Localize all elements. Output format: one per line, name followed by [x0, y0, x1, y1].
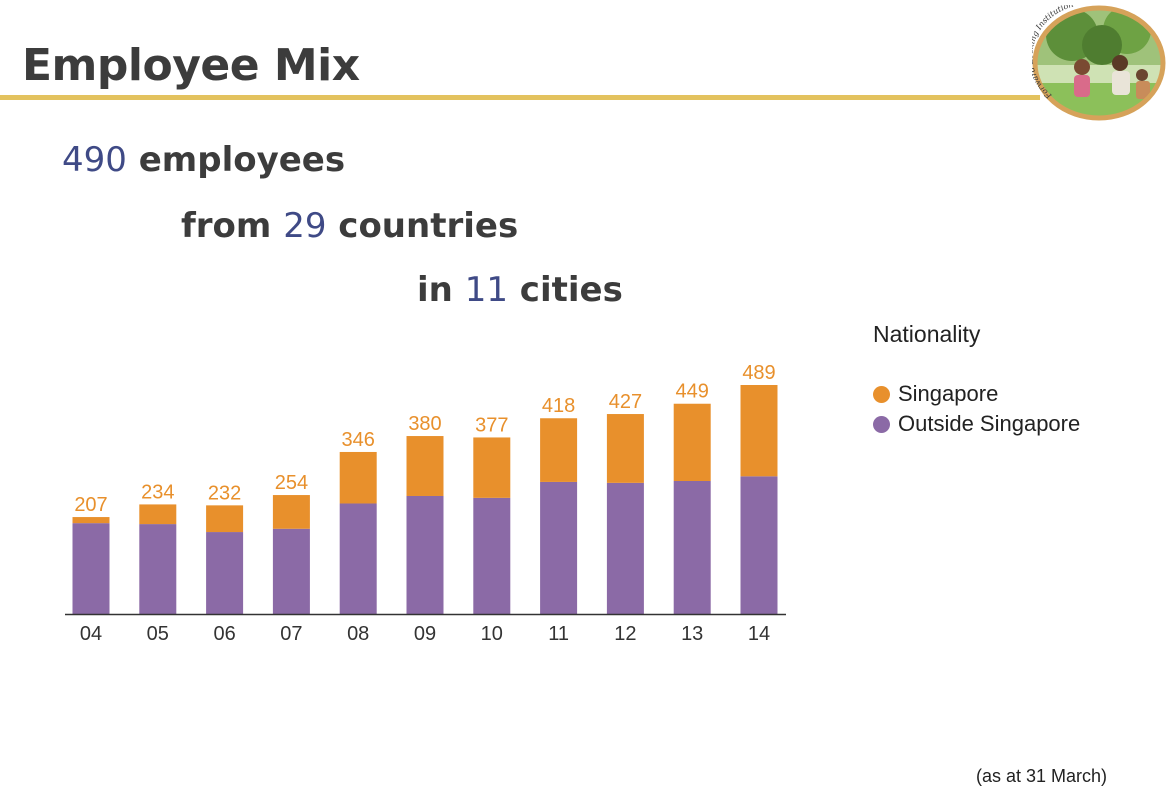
bar-outside-12 [606, 482, 644, 614]
bar-outside-10 [473, 497, 511, 614]
bar-singapore-11 [540, 418, 578, 482]
total-label-06: 232 [208, 482, 241, 504]
x-tick-06: 06 [213, 623, 235, 645]
logo-badge: Forward Looking Institution [1032, 5, 1166, 121]
x-tick-08: 08 [347, 623, 369, 645]
bar-singapore-06 [206, 505, 244, 533]
bar-outside-05 [139, 524, 177, 614]
total-label-04: 207 [74, 494, 107, 516]
headline-cities: in 11 cities [417, 270, 623, 310]
bar-outside-07 [272, 528, 310, 614]
x-tick-11: 11 [548, 623, 569, 645]
footnote: (as at 31 March) [976, 766, 1108, 786]
total-label-14: 489 [742, 362, 775, 384]
legend-label-outside-singapore: Outside Singapore [898, 411, 1081, 436]
x-tick-10: 10 [481, 623, 503, 645]
countries-prefix: from [181, 206, 284, 246]
legend-swatch-outside [873, 415, 890, 433]
total-label-11: 418 [542, 395, 575, 417]
employee-count: 490 [62, 140, 127, 180]
page-title: Employee Mix [22, 40, 360, 91]
legend-item-singapore: Singapore [873, 381, 998, 407]
legend-item-outside-singapore: Outside Singapore [873, 411, 1080, 437]
title-rule [0, 95, 1040, 100]
total-label-13: 449 [676, 381, 709, 403]
bar-singapore-14 [740, 385, 778, 477]
legend-swatch-singapore [873, 385, 890, 403]
country-count: 29 [283, 206, 327, 246]
bar-singapore-10 [473, 437, 511, 498]
x-tick-09: 09 [414, 623, 436, 645]
total-label-07: 254 [275, 472, 308, 494]
legend-title: Nationality [873, 321, 981, 347]
bar-outside-09 [406, 495, 444, 614]
bar-outside-13 [673, 481, 711, 614]
bar-singapore-09 [406, 436, 444, 496]
employee-count-label: employees [126, 140, 346, 180]
bar-singapore-04 [72, 517, 110, 524]
x-tick-12: 12 [614, 623, 636, 645]
bar-singapore-05 [139, 504, 177, 525]
bar-singapore-08 [339, 451, 377, 504]
x-tick-13: 13 [681, 623, 703, 645]
total-label-09: 380 [408, 413, 441, 435]
cities-prefix: in [417, 270, 465, 310]
city-count-label: cities [507, 270, 623, 310]
bar-outside-08 [339, 503, 377, 614]
x-tick-07: 07 [280, 623, 302, 645]
total-label-08: 346 [342, 429, 375, 451]
city-count: 11 [464, 270, 508, 310]
bar-outside-04 [72, 523, 110, 614]
total-label-05: 234 [141, 481, 174, 503]
total-label-12: 427 [609, 391, 642, 413]
legend-label-singapore: Singapore [898, 381, 999, 406]
bar-outside-14 [740, 476, 778, 614]
x-tick-04: 04 [80, 623, 102, 645]
country-count-label: countries [326, 206, 519, 246]
bar-singapore-07 [272, 495, 310, 529]
bar-singapore-13 [673, 403, 711, 482]
bar-singapore-12 [606, 414, 644, 483]
x-tick-05: 05 [147, 623, 169, 645]
family-planting-tree-photo-icon [1035, 8, 1163, 118]
bar-outside-06 [206, 532, 244, 614]
headline-countries: from 29 countries [181, 206, 518, 246]
x-tick-14: 14 [748, 623, 770, 645]
headline-employees: 490 employees [62, 140, 345, 180]
total-label-10: 377 [475, 414, 508, 436]
bar-outside-11 [540, 481, 578, 614]
